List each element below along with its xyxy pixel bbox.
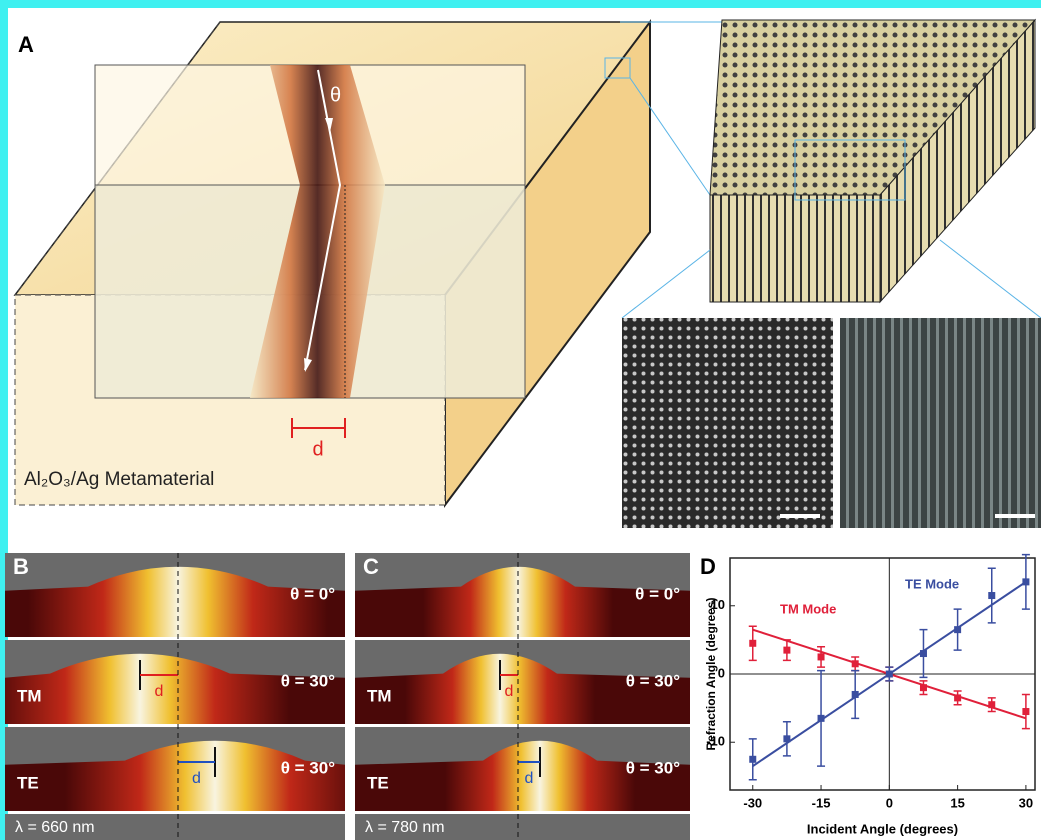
scale-bar — [780, 514, 820, 518]
shift-label: d — [155, 683, 164, 700]
data-point — [988, 592, 995, 599]
panel-label: C — [363, 554, 379, 579]
data-point — [1022, 578, 1029, 585]
page: A θ d Al₂O₃/Ag Metamaterial θ = 0° θ = 30… — [0, 0, 1041, 840]
data-point — [954, 626, 961, 633]
x-tick-label: 0 — [886, 795, 893, 810]
angle-label: θ — [330, 84, 341, 106]
angle-label: θ = 30° — [281, 671, 335, 690]
y-axis-label: Refraction Angle (degrees) — [704, 598, 718, 751]
data-point — [920, 650, 927, 657]
material-label: Al₂O₃/Ag Metamaterial — [24, 469, 214, 490]
x-tick-label: 15 — [950, 795, 964, 810]
sem-image-top — [622, 318, 833, 528]
data-point — [818, 715, 825, 722]
series-label: TM Mode — [780, 601, 836, 616]
y-tick-label: 0 — [718, 665, 725, 680]
data-point — [954, 694, 961, 701]
block-front — [710, 195, 880, 302]
x-tick-label: -15 — [812, 795, 831, 810]
angle-label: θ = 0° — [290, 584, 335, 603]
data-point — [886, 671, 893, 678]
data-point — [783, 647, 790, 654]
angle-label: θ = 30° — [626, 671, 680, 690]
mode-label: TE — [17, 774, 39, 793]
shift-label: d — [525, 770, 534, 787]
x-tick-label: 30 — [1019, 795, 1033, 810]
wavelength-label: λ = 780 nm — [365, 819, 445, 836]
data-point — [749, 756, 756, 763]
wavelength-label: λ = 660 nm — [15, 819, 95, 836]
shift-label: d — [192, 770, 201, 787]
mode-label: TM — [367, 687, 392, 706]
mode-label: TM — [17, 687, 42, 706]
angle-label: θ = 30° — [626, 758, 680, 777]
sem-image-side — [840, 318, 1041, 528]
data-point — [783, 735, 790, 742]
data-point — [1022, 708, 1029, 715]
x-tick-label: -30 — [743, 795, 762, 810]
mode-label: TE — [367, 774, 389, 793]
angle-label: θ = 30° — [281, 758, 335, 777]
panel-label: D — [700, 554, 716, 579]
x-axis-label: Incident Angle (degrees) — [807, 821, 958, 836]
shift-label: d — [312, 438, 323, 460]
angle-label: θ = 0° — [635, 584, 680, 603]
panel-label: B — [13, 554, 29, 579]
data-point — [852, 660, 859, 667]
data-point — [988, 701, 995, 708]
series-label: TE Mode — [905, 576, 959, 591]
panel-label: A — [18, 32, 34, 57]
data-point — [749, 640, 756, 647]
data-point — [818, 653, 825, 660]
figure: A θ d Al₂O₃/Ag Metamaterial θ = 0° θ = 30… — [0, 0, 1041, 840]
scale-bar — [995, 514, 1035, 518]
data-point — [852, 691, 859, 698]
data-point — [920, 684, 927, 691]
shift-label: d — [505, 683, 514, 700]
